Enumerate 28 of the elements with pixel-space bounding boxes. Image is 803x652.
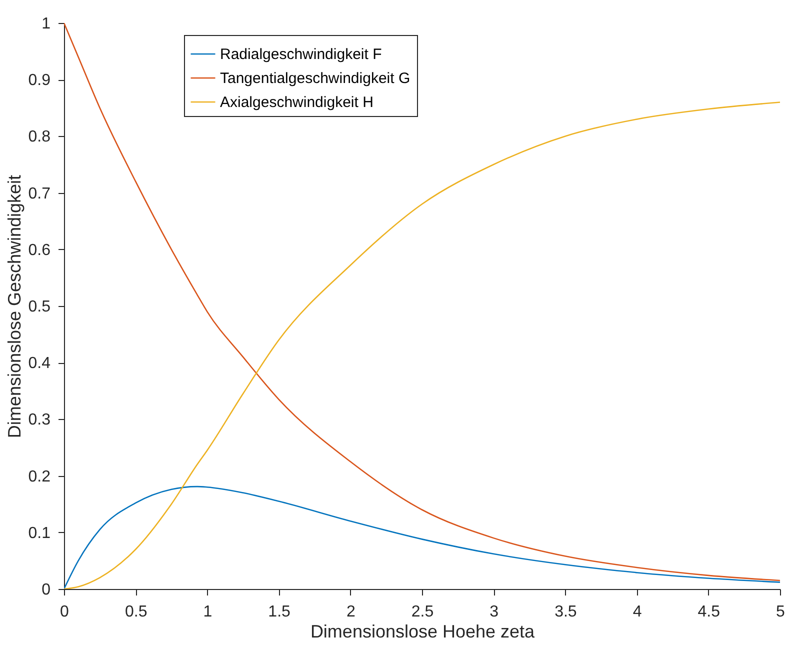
y-tick-label: 0.6 xyxy=(28,242,51,259)
y-axis-title: Dimensionslose Geschwindigkeit xyxy=(4,174,24,438)
y-tick-label: 0.9 xyxy=(28,72,51,90)
x-tick-label: 0 xyxy=(60,604,70,620)
x-tick-label: 1.5 xyxy=(268,604,291,620)
y-tick-label: 0.2 xyxy=(28,468,51,486)
x-tick-label: 2.5 xyxy=(411,604,434,620)
x-axis-title: Dimensionslose Hoehe zeta xyxy=(310,622,536,642)
y-tick-label: 0.5 xyxy=(28,298,51,316)
y-tick-label: 0.8 xyxy=(28,128,51,146)
legend-label: Axialgeschwindigkeit H xyxy=(220,94,374,111)
x-tick-label: 5 xyxy=(776,604,786,620)
x-tick-label: 4.5 xyxy=(698,604,720,620)
x-tick-label: 4 xyxy=(632,604,642,620)
y-tick-label: 0.3 xyxy=(28,412,51,429)
y-tick-label: 0.4 xyxy=(28,355,51,372)
legend-label: Radialgeschwindigkeit F xyxy=(220,46,382,63)
line-series xyxy=(64,23,780,582)
y-tick-label: 0.1 xyxy=(28,524,51,542)
legend-label: Tangentialgeschwindigkeit G xyxy=(220,70,410,87)
x-tick-label: 3.5 xyxy=(554,604,577,620)
y-tick-label: 0.7 xyxy=(28,185,51,202)
x-tick-label: 2 xyxy=(346,604,356,620)
x-tick-label: 0.5 xyxy=(124,604,148,620)
y-tick-label: 1 xyxy=(42,16,51,32)
x-tick-label: 3 xyxy=(490,604,499,620)
x-tick-label: 1 xyxy=(203,604,212,620)
y-tick-label: 0 xyxy=(42,582,51,598)
